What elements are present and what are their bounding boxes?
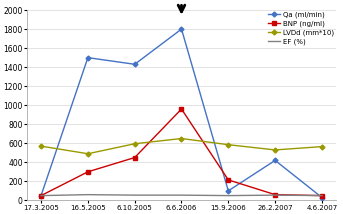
BNP (ng/ml) bbox=[226, 179, 230, 181]
Qa (ml/min) bbox=[133, 63, 137, 65]
EF (%) bbox=[226, 194, 230, 197]
BNP (ng/ml) bbox=[86, 171, 90, 173]
Qa (ml/min) bbox=[226, 190, 230, 192]
LVDd (mm*10) bbox=[39, 145, 43, 147]
LVDd (mm*10) bbox=[86, 152, 90, 155]
Line: LVDd (mm*10): LVDd (mm*10) bbox=[39, 137, 324, 156]
LVDd (mm*10) bbox=[226, 143, 230, 146]
LVDd (mm*10) bbox=[179, 137, 184, 140]
Qa (ml/min) bbox=[39, 194, 43, 197]
Line: Qa (ml/min): Qa (ml/min) bbox=[39, 27, 324, 199]
LVDd (mm*10) bbox=[133, 143, 137, 145]
EF (%) bbox=[39, 194, 43, 197]
LVDd (mm*10) bbox=[273, 149, 277, 151]
BNP (ng/ml) bbox=[39, 194, 43, 197]
LVDd (mm*10) bbox=[320, 145, 324, 148]
Line: BNP (ng/ml): BNP (ng/ml) bbox=[39, 107, 324, 197]
EF (%) bbox=[273, 194, 277, 196]
EF (%) bbox=[320, 194, 324, 197]
Qa (ml/min) bbox=[86, 56, 90, 59]
Qa (ml/min) bbox=[179, 28, 184, 30]
BNP (ng/ml) bbox=[179, 108, 184, 110]
BNP (ng/ml) bbox=[320, 194, 324, 197]
Legend: Qa (ml/min), BNP (ng/ml), LVDd (mm*10), EF (%): Qa (ml/min), BNP (ng/ml), LVDd (mm*10), … bbox=[267, 10, 335, 46]
EF (%) bbox=[86, 193, 90, 196]
BNP (ng/ml) bbox=[273, 193, 277, 196]
BNP (ng/ml) bbox=[133, 156, 137, 159]
Line: EF (%): EF (%) bbox=[41, 195, 322, 196]
Qa (ml/min) bbox=[320, 196, 324, 199]
EF (%) bbox=[133, 194, 137, 196]
Qa (ml/min) bbox=[273, 159, 277, 162]
EF (%) bbox=[179, 194, 184, 196]
